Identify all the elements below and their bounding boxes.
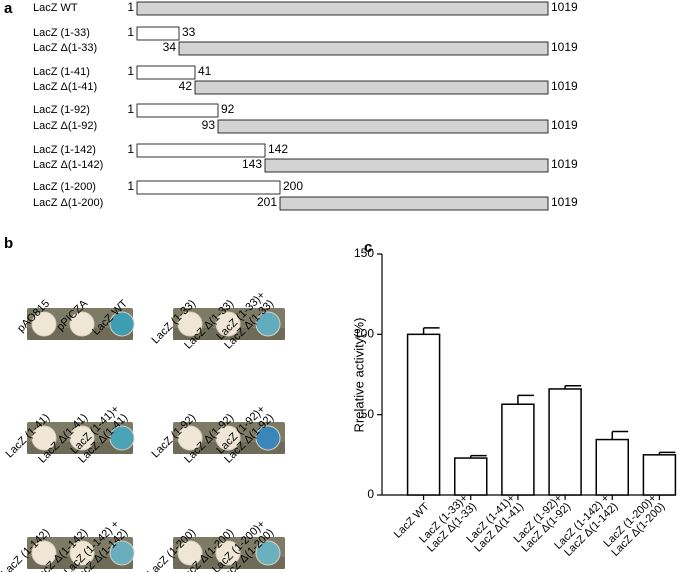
construct-bar: [136, 26, 180, 41]
construct-label: LacZ (1-41): [33, 66, 90, 78]
colony: [215, 540, 241, 566]
construct-end: 1019: [551, 0, 578, 14]
colony: [109, 311, 135, 337]
construct-end: 41: [198, 64, 212, 78]
construct-start: 1: [127, 102, 134, 116]
panel-label: c: [364, 239, 372, 256]
construct-start: 1: [127, 64, 134, 78]
bar: [642, 454, 677, 496]
construct-bar: [136, 143, 266, 158]
construct-label: LacZ Δ(1-200): [33, 197, 103, 209]
bar: [406, 333, 441, 496]
construct-label: LacZ WT: [33, 2, 78, 14]
construct-bar: [136, 103, 219, 118]
colony: [31, 425, 57, 451]
construct-label: LacZ (1-200): [33, 181, 96, 193]
construct-label: LacZ (1-142): [33, 144, 96, 156]
construct-end: 1019: [551, 79, 578, 93]
construct-bar: [194, 80, 549, 95]
construct-bar: [217, 119, 549, 134]
construct-start: 143: [242, 157, 262, 171]
panel-label: b: [4, 235, 13, 252]
construct-start: 1: [127, 179, 134, 193]
construct-bar: [279, 196, 549, 211]
construct-start: 42: [179, 79, 193, 93]
construct-end: 1019: [551, 118, 578, 132]
construct-bar: [136, 1, 549, 16]
y-tick-label: 100: [354, 327, 374, 341]
y-tick-label: 150: [354, 246, 374, 260]
y-axis-title: Rrelative activity(%): [351, 318, 366, 433]
bar: [548, 388, 582, 496]
construct-end: 1019: [551, 157, 578, 171]
bar: [454, 457, 488, 496]
construct-label: LacZ Δ(1-92): [33, 120, 97, 132]
construct-start: 1: [127, 0, 134, 14]
bar: [501, 403, 535, 496]
y-tick-label: 50: [361, 407, 375, 421]
colony: [109, 540, 135, 566]
colony: [177, 425, 203, 451]
construct-end: 33: [182, 25, 196, 39]
construct-label: LacZ (1-92): [33, 104, 90, 116]
colony: [31, 540, 57, 566]
construct-end: 200: [283, 179, 303, 193]
construct-start: 1: [127, 142, 134, 156]
construct-end: 92: [221, 102, 235, 116]
colony: [215, 425, 241, 451]
construct-label: LacZ Δ(1-41): [33, 81, 97, 93]
colony: [109, 425, 135, 451]
construct-start: 201: [257, 195, 277, 209]
colony: [255, 540, 281, 566]
construct-start: 93: [202, 118, 216, 132]
construct-end: 1019: [551, 40, 578, 54]
construct-end: 1019: [551, 195, 578, 209]
construct-bar: [264, 158, 549, 173]
colony: [31, 311, 57, 337]
colony: [255, 425, 281, 451]
bar: [595, 438, 629, 496]
construct-label: LacZ Δ(1-33): [33, 42, 97, 54]
colony: [177, 540, 203, 566]
construct-start: 1: [127, 25, 134, 39]
construct-bar: [136, 180, 281, 195]
construct-start: 34: [163, 40, 177, 54]
colony: [177, 311, 203, 337]
colony: [69, 425, 95, 451]
panel-label: a: [4, 0, 13, 17]
construct-end: 142: [268, 142, 288, 156]
colony: [69, 540, 95, 566]
construct-bar: [136, 65, 196, 80]
construct-bar: [178, 41, 549, 56]
construct-label: LacZ (1-33): [33, 27, 90, 39]
colony: [215, 311, 241, 337]
colony: [69, 311, 95, 337]
colony: [255, 311, 281, 337]
y-tick-label: 0: [367, 487, 374, 501]
construct-label: LacZ Δ(1-142): [33, 159, 103, 171]
